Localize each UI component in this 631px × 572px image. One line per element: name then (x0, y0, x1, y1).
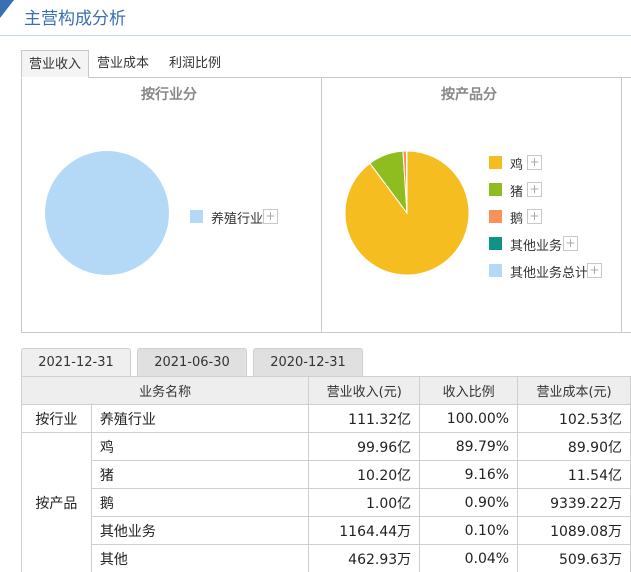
cost-cell: 89.90亿 (517, 432, 631, 461)
tab-cost[interactable]: 营业成本 (96, 56, 149, 71)
industry-legend-item[interactable]: 养殖行业 + (190, 208, 290, 227)
panel-divider (321, 78, 322, 332)
business-name-cell: 鹅 (90, 488, 310, 517)
business-name-cell: 其他业务 (90, 516, 310, 545)
ratio-cell: 0.10% (419, 516, 519, 545)
business-name-cell: 养殖行业 (90, 404, 310, 433)
table-row: 其他 462.93万 0.04% 509.63万 (22, 544, 631, 572)
tab-revenue[interactable]: 营业收入 (21, 50, 89, 78)
legend-swatch (489, 237, 502, 250)
expand-plus-icon[interactable]: + (527, 182, 542, 197)
expand-plus-icon[interactable]: + (527, 209, 542, 224)
tab-date-2020-12-31[interactable]: 2020-12-31 (253, 348, 363, 376)
ratio-cell: 89.79% (419, 432, 519, 461)
industry-pie-slice-0[interactable] (45, 151, 169, 275)
revenue-cell: 99.96亿 (308, 432, 421, 461)
column-header-cost: 营业成本(元) (517, 376, 631, 405)
ratio-cell: 0.90% (419, 488, 519, 517)
table-row: 其他业务 1164.44万 0.10% 1089.08万 (22, 516, 631, 545)
legend-label: 其他业务总计 (510, 266, 589, 281)
cost-cell: 9339.22万 (517, 488, 631, 517)
legend-label: 鸡 (510, 158, 524, 173)
panel-right-border (621, 78, 622, 332)
revenue-cell: 1164.44万 (308, 516, 421, 545)
product-pie-chart (344, 150, 470, 276)
business-composition-table: 业务名称 营业收入(元) 收入比例 营业成本(元) 按行业 养殖行业 111.3… (20, 376, 631, 572)
column-header-ratio: 收入比例 (419, 376, 519, 405)
ratio-cell: 9.16% (419, 460, 519, 489)
product-legend-item-goose[interactable]: 鹅 + (489, 208, 619, 227)
product-legend-item-chicken[interactable]: 鸡 + (489, 154, 619, 173)
legend-swatch (489, 264, 502, 277)
revenue-cell: 111.32亿 (308, 404, 421, 433)
ratio-cell: 100.00% (419, 404, 519, 433)
table-row: 按行业 养殖行业 111.32亿 100.00% 102.53亿 (21, 404, 631, 433)
ratio-cell: 0.04% (419, 544, 519, 572)
legend-swatch (489, 210, 502, 223)
tab-date-2021-06-30[interactable]: 2021-06-30 (137, 348, 247, 376)
business-name-cell: 猪 (90, 460, 310, 489)
section-title: 主营构成分析 (24, 9, 126, 29)
category-cell: 按行业 (21, 404, 92, 433)
table-row: 鹅 1.00亿 0.90% 9339.22万 (22, 488, 631, 517)
column-header-revenue: 营业收入(元) (308, 376, 421, 405)
cost-cell: 1089.08万 (517, 516, 631, 545)
expand-plus-icon[interactable]: + (587, 263, 602, 278)
expand-plus-icon[interactable]: + (563, 236, 578, 251)
tab-date-2021-12-31[interactable]: 2021-12-31 (21, 348, 131, 376)
legend-swatch (489, 183, 502, 196)
industry-chart-title: 按行业分 (141, 87, 197, 103)
cost-cell: 11.54亿 (517, 460, 631, 489)
cost-cell: 509.63万 (517, 544, 631, 572)
business-name-cell: 其他 (90, 544, 310, 572)
legend-label: 其他业务 (510, 239, 563, 254)
expand-plus-icon[interactable]: + (263, 209, 278, 224)
cost-cell: 102.53亿 (517, 404, 631, 433)
business-name-cell: 鸡 (90, 432, 310, 461)
expand-plus-icon[interactable]: + (527, 155, 542, 170)
chart-panel: 按行业分 养殖行业 + 按产品分 鸡 + 猪 + 鹅 + 其他业务 + 其他业务… (21, 77, 631, 333)
product-chart-title: 按产品分 (441, 87, 497, 103)
product-legend-item-pig[interactable]: 猪 + (489, 181, 619, 200)
legend-label: 养殖行业 (211, 212, 264, 227)
section-header: 主营构成分析 (0, 0, 631, 36)
product-legend-item-other-business[interactable]: 其他业务 + (489, 235, 619, 254)
revenue-cell: 462.93万 (308, 544, 421, 572)
industry-pie-chart (45, 151, 169, 275)
legend-swatch (489, 156, 502, 169)
header-corner-decoration (0, 0, 14, 18)
tab-profit-ratio[interactable]: 利润比例 (168, 56, 221, 71)
table-row: 猪 10.20亿 9.16% 11.54亿 (22, 460, 631, 489)
legend-swatch (190, 210, 203, 223)
legend-label: 猪 (510, 185, 524, 200)
revenue-cell: 1.00亿 (308, 488, 421, 517)
legend-label: 鹅 (510, 212, 524, 227)
table-header-row: 业务名称 营业收入(元) 收入比例 营业成本(元) (20, 376, 631, 405)
product-legend-item-other-total[interactable]: 其他业务总计 + (489, 262, 619, 281)
category-cell: 按产品 (21, 432, 92, 572)
column-header-business-name: 业务名称 (20, 376, 310, 405)
revenue-cell: 10.20亿 (308, 460, 421, 489)
table-row: 按产品 鸡 99.96亿 89.79% 89.90亿 (21, 432, 631, 572)
